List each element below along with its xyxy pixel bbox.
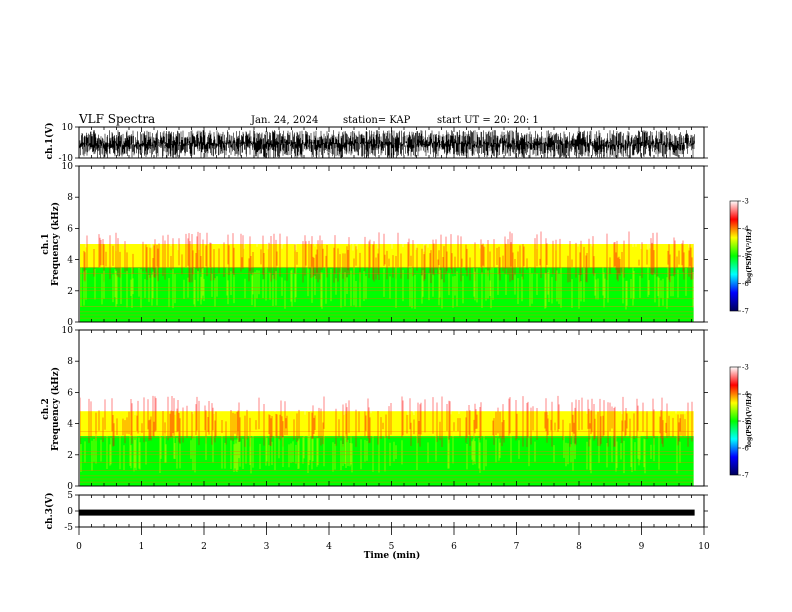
ch1-waveform-line [78, 130, 695, 158]
ch1-spectrogram-ytick-label: 0 [67, 318, 73, 328]
x-tick-label: 5 [389, 542, 395, 552]
ch1-spectrogram-ytick-label: 10 [62, 162, 74, 172]
ch2-colorbar-tick-label: -3 [742, 364, 749, 372]
ch2-spectrogram-panel: 0 2 4 6 8 10 [62, 326, 708, 492]
ch1-colorbar-tick-label: -6 [742, 280, 749, 288]
ch1-spectrogram-ytick-label: 8 [67, 193, 73, 203]
ch1-spectrogram-panel: 0 2 4 6 8 10 [62, 162, 708, 328]
time-axis: 0 1 2 3 4 5 6 7 8 9 10 [76, 527, 710, 552]
ch1-colorbar-tick-label: -7 [742, 308, 749, 316]
ch2-spectrogram-band [80, 436, 694, 486]
ch2-spectrogram-ytick-label: 4 [67, 420, 73, 430]
ch2-spectrogram-streaks-yellow [80, 429, 681, 474]
ch1-spectrogram-heatmap [80, 166, 694, 322]
ch1-spectrogram-ytick-label: 6 [67, 224, 73, 234]
ch3-waveform-panel: 5 0 -5 [64, 491, 708, 533]
ch3-waveform-ytick-label: -5 [64, 523, 73, 533]
x-tick-label: 3 [264, 542, 270, 552]
ch2-colorbar-tick-label: -7 [742, 472, 749, 480]
ch2-spectrogram-streaks-white [81, 330, 694, 416]
ch2-colorbar-tick-label: -4 [742, 391, 749, 399]
x-tick-label: 10 [698, 542, 710, 552]
ch2-spectrogram-ytick-label: 8 [67, 357, 73, 367]
ch1-waveform-ytick-label: 10 [62, 123, 74, 133]
ch2-spectrogram-streaks-red [80, 395, 693, 447]
ch3-waveform-ytick-label: 0 [67, 507, 73, 517]
x-tick-label: 9 [639, 542, 645, 552]
ch1-colorbar-bar [729, 200, 739, 312]
x-tick-label: 7 [514, 542, 520, 552]
ch2-colorbar-bar [729, 366, 739, 476]
x-tick-label: 1 [139, 542, 145, 552]
ch1-waveform-panel: 10 -10 [59, 123, 708, 164]
x-axis-label: Time (min) [364, 550, 421, 561]
ch1-spectrogram-ytick-label: 4 [67, 256, 73, 266]
ch3-waveform-line [79, 509, 695, 516]
ch2-spectrogram-ylabel-freq: Frequency (kHz) [50, 367, 61, 451]
ch1-spectrogram-streaks-white [80, 166, 694, 252]
ch2-spectrogram-ytick-label: 2 [67, 451, 73, 461]
ch1-spectrogram-ytick-label: 2 [67, 287, 73, 297]
ch1-waveform-ytick-label: -10 [59, 154, 74, 164]
x-tick-label: 4 [326, 542, 332, 552]
ch2-spectrogram-ytick-label: 0 [67, 482, 73, 492]
ch2-colorbar: -3 -4 -5 -6 -7 [729, 364, 749, 480]
ch1-colorbar-tick-label: -5 [742, 253, 749, 261]
ch3-waveform-ylabel: ch.3(V) [44, 493, 55, 530]
ch1-colorbar-tick-label: -4 [742, 225, 749, 233]
ch1-colorbar-label: log(PSD)(V²/Hz) [746, 229, 753, 284]
ch1-spectrogram-ylabel-freq: Frequency (kHz) [50, 202, 61, 286]
ch2-spectrogram-ylabel-ch: ch.2 [41, 398, 51, 419]
x-tick-label: 6 [451, 542, 457, 552]
ch2-colorbar-tick-label: -5 [742, 418, 749, 426]
ch2-spectrogram-ytick-label: 6 [67, 388, 73, 398]
x-tick-label: 2 [201, 542, 207, 552]
ch2-colorbar-tick-label: -6 [742, 445, 749, 453]
ch2-spectrogram-heatmap [80, 330, 694, 486]
ch1-colorbar: -3 -4 -5 -6 -7 [729, 198, 749, 316]
ch2-colorbar-label: log(PSD)(V²/Hz) [746, 393, 753, 448]
ch1-spectrogram-ylabel-ch: ch.1 [41, 233, 51, 254]
x-tick-label: 8 [576, 542, 582, 552]
ch3-waveform-ytick-label: 5 [67, 491, 73, 501]
ch2-spectrogram-ytick-label: 10 [62, 326, 74, 336]
station-label: station= KAP [343, 115, 411, 126]
ch1-colorbar-tick-label: -3 [742, 198, 749, 206]
x-tick-label: 0 [76, 542, 82, 552]
start-time-label: start UT = 20: 20: 1 [437, 115, 539, 126]
ch1-waveform-ylabel: ch.1(V) [44, 123, 55, 160]
figure-title: VLF Spectra [78, 112, 155, 126]
date-label: Jan. 24, 2024 [250, 115, 318, 126]
